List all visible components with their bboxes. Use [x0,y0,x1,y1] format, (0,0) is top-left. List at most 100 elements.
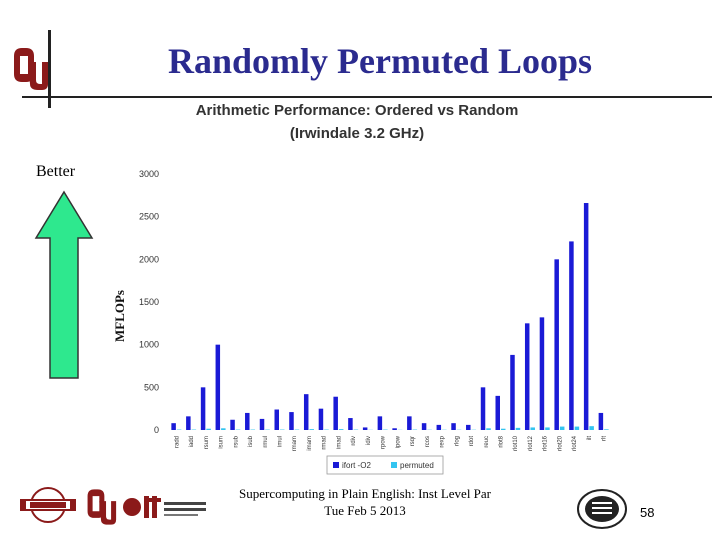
x-tick-label: radd [174,436,180,448]
bar-ordered [200,387,206,430]
bar-ordered [407,416,412,430]
bar-ordered [539,317,545,430]
bar-ordered [583,203,589,430]
bar-ordered [436,424,442,430]
bar-ordered [348,418,353,430]
bar-permuted [221,428,226,430]
slide-title: Randomly Permuted Loops [167,41,593,81]
x-tick-label: rlog [454,436,460,446]
y-tick-label: 3000 [139,169,159,179]
legend-label-ordered: ifort -O2 [342,461,371,470]
bar-permuted [604,429,609,430]
x-tick-label: rlot20 [557,435,563,451]
x-tick-label: imad [336,436,342,449]
university-seal-icon [577,489,627,529]
x-tick-label: isum [219,436,225,449]
bar-permuted [206,428,211,430]
x-tick-label: imul [278,436,284,447]
legend-swatch-ordered [333,462,339,468]
legend-swatch-permuted [391,462,397,468]
x-tick-label: rmam [292,436,298,451]
x-tick-label: rmul [263,436,269,448]
bar-ordered [289,412,294,430]
title-divider-horizontal [22,96,712,98]
oscer-logo-icon [20,487,76,523]
bar-ordered [480,387,486,430]
page-number: 58 [640,505,655,520]
bar-ordered [451,423,456,430]
x-tick-label: rdot [469,436,475,447]
y-tick-label: 0 [154,425,159,435]
bar-ordered [274,409,279,430]
bar-permuted [589,426,594,430]
up-arrow-icon [34,190,94,379]
x-tick-label: rsub [233,435,239,447]
y-tick-label: 1000 [139,340,159,350]
bar-ordered [598,412,604,430]
bar-ordered [524,323,530,430]
bar-ordered [230,419,235,430]
bar-permuted [545,427,550,430]
bar-permuted [501,428,506,430]
x-tick-label: rlot8 [499,435,505,447]
bar-ordered [362,427,368,430]
bar-permuted [486,428,491,430]
slide-footer: Supercomputing in Plain English: Inst Le… [200,485,530,519]
legend-label-permuted: permuted [400,461,434,470]
bar-permuted [309,429,314,430]
bar-permuted [530,427,535,430]
bar-ordered [215,344,221,430]
bar-permuted [515,427,521,430]
it-logo-icon [123,496,206,518]
x-tick-label: rlot24 [572,435,578,451]
x-tick-label: rlot10 [513,435,519,451]
x-tick-label: iadd [189,436,195,447]
x-tick-label: rdiv [351,436,357,446]
bar-ordered [318,408,324,430]
x-tick-label: isub [248,435,254,447]
bar-ordered [259,418,265,430]
bar-ordered [171,423,176,430]
better-label: Better [36,163,76,180]
x-tick-label: rlot12 [528,435,534,451]
x-tick-label: rsum [204,436,210,449]
y-axis-label: MFLOPs [112,290,127,342]
footer-date: Tue Feb 5 2013 [324,503,406,518]
footer-course-title: Supercomputing in Plain English: Inst Le… [238,486,492,501]
bar-ordered [303,394,309,430]
title-divider-vertical [48,30,51,108]
y-tick-label: 2000 [139,254,159,264]
bar-ordered [186,416,191,430]
bar-permuted [574,426,580,430]
x-tick-label: rpow [381,435,387,449]
x-tick-label: reuc [484,436,490,448]
chart-title: Arithmetic Performance: Ordered vs Rando… [196,102,519,119]
y-tick-label: 500 [144,382,159,392]
x-tick-label: rsqr [410,436,416,446]
x-tick-label: rlt [602,436,608,441]
bar-ordered [377,416,383,430]
x-tick-label: rexp [440,435,446,447]
x-tick-label: rcos [425,436,431,447]
bar-ordered [421,423,427,430]
chart-subtitle: (Irwindale 3.2 GHz) [290,125,424,142]
chart-legend: ifort -O2 permuted [326,455,444,475]
bar-ordered [569,241,574,430]
bar-ordered [333,396,338,430]
x-tick-label: imam [307,436,313,451]
bar-ordered [466,424,471,430]
bar-chart: Arithmetic Performance: Ordered vs Rando… [112,102,609,475]
y-tick-label: 1500 [139,297,159,307]
ou-logo-icon [14,48,48,90]
x-tick-label: ilt [587,436,593,441]
x-tick-label: idiv [366,436,372,445]
y-tick-label: 2500 [139,212,159,222]
bar-permuted [338,429,344,430]
x-tick-label: rlot16 [543,435,549,451]
bar-ordered [392,428,397,430]
x-tick-label: ipow [395,435,401,448]
bar-permuted [559,426,565,430]
bar-ordered [245,412,250,430]
x-tick-label: rmad [322,436,328,450]
bar-ordered [554,259,559,430]
